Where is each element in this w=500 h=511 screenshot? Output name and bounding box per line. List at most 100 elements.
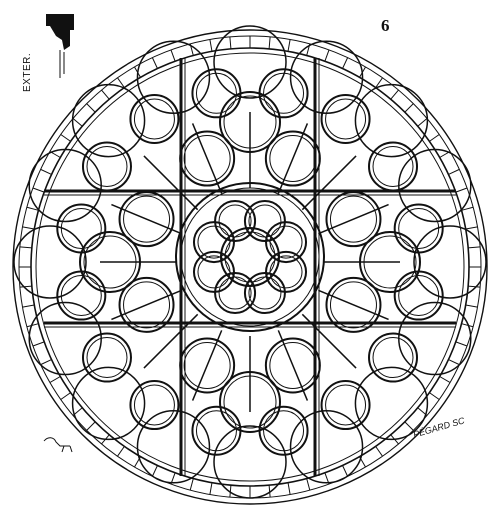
voussoir-joint <box>468 285 481 288</box>
spoke <box>318 289 389 321</box>
outer-frame <box>12 29 488 505</box>
voussoir-joint <box>86 103 96 113</box>
voussoir-joint <box>19 285 32 288</box>
voussoir-joint <box>26 323 39 328</box>
outer-circle <box>393 270 444 321</box>
voussoir-joint <box>32 341 45 347</box>
voussoir-joint <box>22 226 35 230</box>
voussoir-joint <box>439 376 451 383</box>
spoke <box>191 123 223 194</box>
voussoir-joint <box>448 359 460 366</box>
spoke <box>318 203 389 235</box>
border-arc <box>213 425 287 499</box>
voussoir-joint <box>324 49 330 62</box>
rosette-petal <box>243 272 286 315</box>
border-arc <box>213 25 287 99</box>
border-arc <box>28 301 102 376</box>
rosette-petal <box>214 199 257 242</box>
voussoir-joint <box>375 77 383 88</box>
radiating-spokes <box>100 112 400 412</box>
voussoir-joint <box>306 478 311 491</box>
spoke <box>301 155 357 211</box>
voussoir-joint <box>26 206 39 211</box>
rosette-petal <box>214 272 257 315</box>
voussoir-joint <box>40 359 52 366</box>
voussoir-joint <box>209 482 213 495</box>
rosette-petal <box>265 250 308 293</box>
voussoir-joint <box>287 482 291 495</box>
voussoir-joint <box>229 36 232 49</box>
outer-circle <box>81 332 132 383</box>
middle-circle <box>118 191 175 248</box>
voussoir-joint <box>465 226 478 230</box>
border-arc <box>289 410 364 484</box>
outer-circle <box>129 93 180 144</box>
spoke <box>143 313 199 369</box>
voussoir-joint <box>189 478 194 491</box>
voussoir-joint <box>151 465 158 477</box>
voussoir-joint <box>455 187 468 193</box>
voussoir-joint <box>101 89 110 100</box>
spoke <box>143 155 199 211</box>
outer-circle <box>258 68 309 119</box>
outer-circle <box>258 405 309 456</box>
middle-circle <box>179 337 236 394</box>
voussoir-joint <box>461 206 474 211</box>
rosette-petal <box>192 221 235 264</box>
border-arc <box>354 366 429 441</box>
border-arc <box>71 83 146 158</box>
voussoir-joint <box>287 39 291 52</box>
voussoir-joint <box>342 465 349 477</box>
voussoir-joint <box>429 392 440 400</box>
central-medallion <box>175 182 325 332</box>
voussoir-joint <box>448 168 460 175</box>
border-arc <box>289 40 364 114</box>
voussoir-joint <box>461 323 474 328</box>
voussoir-joint <box>229 485 232 498</box>
voussoir-joint <box>468 246 481 249</box>
voussoir-joint <box>268 36 271 49</box>
middle-circle <box>179 130 236 187</box>
voussoir-joint <box>390 89 399 100</box>
voussoir-joints <box>19 36 481 498</box>
middle-circle <box>118 276 175 333</box>
outer-circle-ring <box>13 25 487 499</box>
outer-circle <box>368 141 419 192</box>
spoke <box>301 313 357 369</box>
border-arc <box>71 366 146 441</box>
spoke <box>111 203 182 235</box>
section-profile-sketch <box>46 14 74 78</box>
middle-circle <box>264 337 321 394</box>
rosette-petal <box>243 199 286 242</box>
voussoir-joint <box>429 134 440 142</box>
voussoir-joint <box>22 304 35 308</box>
voussoir-joint <box>60 134 71 142</box>
outer-circle <box>56 203 107 254</box>
voussoir-joint <box>151 57 158 69</box>
voussoir-joint <box>268 485 271 498</box>
rosette-petal <box>265 221 308 264</box>
grid-bars <box>44 58 456 476</box>
voussoir-joint <box>32 187 45 193</box>
rosette-petal <box>192 250 235 293</box>
middle-circle-ring <box>79 91 421 433</box>
border-arc <box>398 148 472 223</box>
voussoir-joint <box>117 446 125 457</box>
border-arc <box>354 83 429 158</box>
side-label: EXTER. <box>22 52 33 92</box>
voussoir-joint <box>375 446 383 457</box>
scale-mark <box>43 437 73 453</box>
middle-circle <box>325 191 382 248</box>
middle-circle <box>264 130 321 187</box>
border-arc <box>13 225 87 299</box>
outer-circle <box>81 141 132 192</box>
spoke <box>277 330 309 401</box>
border-arc <box>28 148 102 223</box>
spoke <box>277 123 309 194</box>
voussoir-joint <box>404 421 414 431</box>
voussoir-joint <box>465 304 478 308</box>
voussoir-joint <box>117 77 125 88</box>
voussoir-joint <box>72 118 83 127</box>
outer-circle <box>191 405 242 456</box>
